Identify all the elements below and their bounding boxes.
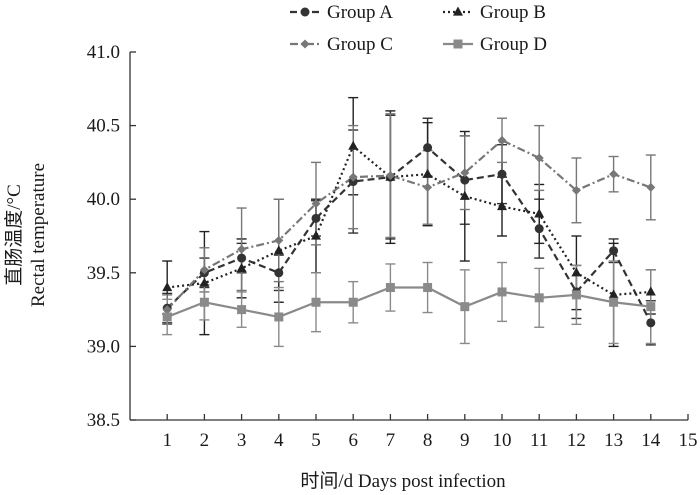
legend-group-b-marker — [453, 6, 463, 16]
group-d-point — [497, 287, 507, 297]
x-tick-label: 7 — [386, 430, 396, 451]
series-markers — [162, 135, 656, 328]
group-b-point — [348, 140, 359, 150]
legend-group-c-label: Group C — [327, 34, 393, 55]
group-c-point — [571, 185, 581, 195]
axes: 1 2 3 4 5 6 7 8 9 10 11 12 13 14 1538.539.039.540.040.… — [87, 42, 698, 451]
x-axis-title: 时间/d Days post infection — [300, 470, 506, 492]
group-b-point — [608, 289, 619, 299]
group-d-point — [311, 297, 321, 307]
x-tick-label: 8 — [423, 430, 433, 451]
group-d-point — [237, 305, 247, 315]
group-b-point — [273, 245, 284, 255]
x-tick-label: 11 — [530, 430, 548, 451]
x-tick-label: 9 — [460, 430, 470, 451]
group-c-point — [497, 135, 507, 145]
group-b-point — [571, 267, 582, 277]
legend-group-b-label: Group B — [480, 2, 546, 23]
x-tick-label: 6 — [348, 430, 358, 451]
group-d-point — [162, 312, 172, 322]
group-c-point — [423, 182, 433, 192]
group-a-point — [311, 213, 321, 223]
group-d-point — [646, 302, 656, 312]
legend-group-d-marker — [453, 39, 463, 49]
group-c-point — [534, 153, 544, 163]
group-b-point — [534, 208, 545, 218]
group-a-point — [274, 268, 284, 278]
x-tick-label: 4 — [274, 430, 284, 451]
group-d-line — [166, 286, 651, 319]
group-a-point — [460, 175, 470, 185]
y-tick-label: 40.5 — [87, 116, 120, 137]
group-a-point — [609, 246, 619, 256]
x-tick-label: 2 — [200, 430, 210, 451]
y-axis-title-chinese: 直肠温度/°C — [3, 184, 25, 286]
y-tick-label: 40.0 — [87, 189, 120, 210]
group-b-point — [422, 168, 433, 178]
group-a-point — [646, 318, 656, 328]
y-tick-label: 39.5 — [87, 263, 120, 284]
group-b-point — [497, 201, 507, 211]
x-tick-label: 1 — [162, 430, 172, 451]
y-tick-label: 39.0 — [87, 336, 120, 357]
group-c-line — [166, 139, 652, 311]
x-tick-label: 10 — [493, 430, 512, 451]
x-tick-label: 3 — [237, 430, 247, 451]
group-c-point — [274, 235, 284, 245]
group-c-point — [162, 305, 172, 315]
group-a-point — [423, 143, 433, 153]
legend-group-a-marker — [300, 7, 310, 17]
y-tick-label: 38.5 — [87, 410, 120, 431]
group-d-point — [460, 302, 470, 312]
group-d-point — [385, 283, 395, 293]
group-c-point — [311, 199, 321, 209]
group-c-point — [385, 171, 395, 181]
group-d-point — [274, 312, 284, 322]
group-b-point — [162, 282, 173, 292]
legend-group-d-label: Group D — [480, 34, 547, 55]
group-c-point — [199, 265, 209, 275]
group-c-point — [460, 168, 470, 178]
y-tick-label: 41.0 — [87, 42, 120, 63]
group-d-point — [534, 293, 544, 303]
x-tick-label: 12 — [567, 430, 586, 451]
group-d-point — [609, 297, 619, 307]
group-d-point — [423, 283, 433, 293]
group-c-point — [609, 169, 619, 179]
group-b-point — [199, 277, 210, 287]
group-b-point — [459, 190, 470, 200]
group-b-point — [645, 286, 656, 296]
group-c-point — [237, 244, 247, 254]
group-a-point — [534, 224, 544, 234]
x-tick-label: 15 — [679, 430, 698, 451]
group-b-point — [311, 230, 321, 240]
y-axis-title-english: Rectal temperature — [28, 163, 49, 307]
group-b-point — [236, 262, 247, 272]
group-d-point — [348, 297, 358, 307]
group-a-point — [237, 253, 247, 263]
legend: Group A Group B Group C Group D — [290, 2, 547, 55]
legend-group-a-label: Group A — [327, 2, 393, 23]
group-a-point — [497, 169, 507, 179]
x-tick-label: 14 — [641, 430, 661, 451]
group-c-point — [348, 172, 358, 182]
legend-group-c-marker — [300, 39, 310, 49]
series-lines — [166, 139, 652, 324]
group-c-point — [646, 182, 656, 192]
group-a-line — [166, 146, 652, 324]
x-tick-label: 5 — [311, 430, 321, 451]
group-d-point — [199, 297, 209, 307]
x-tick-label: 13 — [604, 430, 623, 451]
group-d-point — [571, 290, 581, 300]
